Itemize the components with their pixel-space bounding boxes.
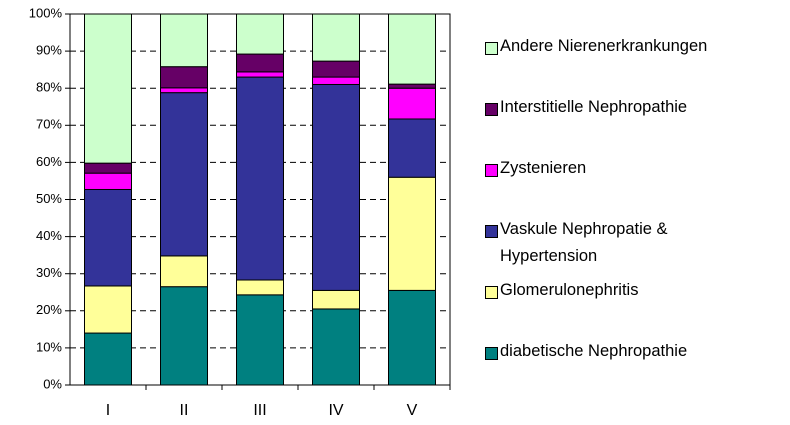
- bar-segment: [236, 294, 284, 386]
- bar-segment: [84, 172, 132, 190]
- bar-segment: [160, 286, 208, 386]
- bar-segment: [388, 13, 436, 85]
- bar-segment: [388, 87, 436, 120]
- bar-segment: [84, 188, 132, 287]
- y-tick-label: 70%: [36, 117, 62, 132]
- bar-segment: [236, 76, 284, 281]
- legend-label: Zystenieren: [500, 159, 587, 177]
- bar-segment: [236, 13, 284, 55]
- bar-segment: [160, 255, 208, 288]
- legend-label: diabetische Nephropathie: [500, 342, 688, 360]
- bar-segment: [160, 13, 208, 68]
- y-tick-label: 80%: [36, 80, 62, 95]
- bar-segment: [388, 83, 436, 89]
- x-tick-label: II: [180, 402, 189, 419]
- bar-segment: [160, 92, 208, 257]
- bar-segment: [312, 289, 360, 310]
- bar-segment: [312, 308, 360, 386]
- legend-label: Glomerulonephritis: [500, 281, 639, 299]
- y-tick-label: 20%: [36, 302, 62, 317]
- bar-segment: [312, 83, 360, 291]
- bar-segment: [160, 66, 208, 89]
- y-tick-label: 90%: [36, 43, 62, 58]
- bar-segment: [236, 279, 284, 296]
- x-tick-label: I: [106, 402, 110, 419]
- legend-swatch: [485, 42, 498, 55]
- bar-segment: [236, 53, 284, 73]
- y-tick-label: 0%: [43, 376, 62, 391]
- bar-segment: [388, 118, 436, 178]
- x-tick-label: IV: [328, 402, 343, 419]
- bar-segment: [312, 76, 360, 85]
- x-tick-label: V: [407, 402, 418, 419]
- legend-swatch: [485, 347, 498, 360]
- bar-segment: [312, 60, 360, 78]
- x-tick-label: III: [253, 402, 266, 419]
- bar-segment: [84, 162, 132, 174]
- bar-segment: [388, 289, 436, 386]
- y-tick-label: 40%: [36, 228, 62, 243]
- legend-label: Andere Nierenerkrankungen: [500, 37, 708, 55]
- bar-segment: [312, 13, 360, 62]
- bar-segment: [84, 13, 132, 164]
- y-tick-label: 30%: [36, 265, 62, 280]
- bar-segment: [160, 87, 208, 94]
- bar-segment: [236, 71, 284, 78]
- y-tick-label: 60%: [36, 154, 62, 169]
- bar-segment: [84, 285, 132, 334]
- legend-swatch: [485, 164, 498, 177]
- y-tick-label: 50%: [36, 191, 62, 206]
- legend-swatch: [485, 103, 498, 116]
- legend-swatch: [485, 225, 498, 238]
- y-tick-label: 100%: [29, 5, 63, 20]
- bar-segment: [388, 176, 436, 291]
- y-tick-label: 10%: [36, 339, 62, 354]
- legend-label: Interstitielle Nephropathie: [500, 98, 688, 116]
- legend-label: Vaskule Nephropatie & Hypertension: [500, 220, 668, 265]
- bar-segment: [84, 332, 132, 386]
- legend-swatch: [485, 286, 498, 299]
